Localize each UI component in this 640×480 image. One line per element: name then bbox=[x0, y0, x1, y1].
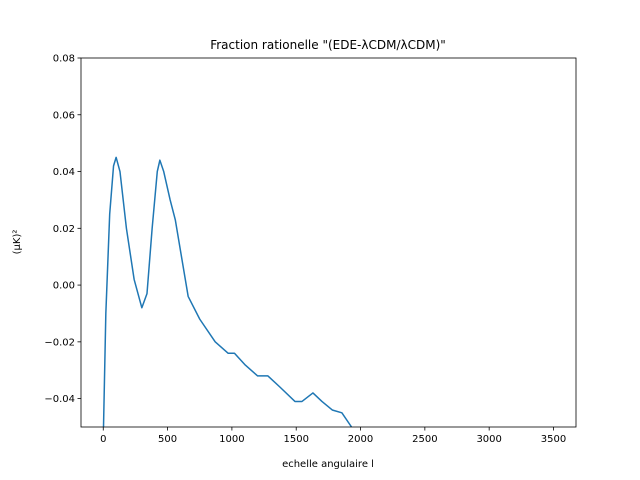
x-tick-label: 3000 bbox=[476, 434, 501, 445]
y-tick-label: 0.02 bbox=[53, 224, 75, 235]
y-tick-label: 0.06 bbox=[53, 110, 75, 121]
chart-title: Fraction rationelle "(EDE-λCDM/λCDM)" bbox=[210, 38, 446, 52]
x-tick-label: 500 bbox=[158, 434, 177, 445]
y-axis-label: (μK)² bbox=[12, 230, 23, 255]
y-tick-label: 0.00 bbox=[53, 281, 75, 292]
y-tick-label: 0.04 bbox=[53, 167, 75, 178]
y-tick-label: −0.04 bbox=[44, 394, 75, 405]
data-line bbox=[102, 156, 353, 427]
x-axis-label: echelle angulaire l bbox=[282, 459, 374, 470]
x-tick-label: 2000 bbox=[348, 434, 373, 445]
x-tick-label: 3500 bbox=[541, 434, 566, 445]
x-tick-label: 1500 bbox=[283, 434, 308, 445]
x-tick-label: 0 bbox=[100, 434, 106, 445]
y-tick-label: −0.02 bbox=[44, 337, 75, 348]
x-tick-label: 1000 bbox=[219, 434, 244, 445]
plot-frame bbox=[80, 57, 577, 428]
x-tick-label: 2500 bbox=[412, 434, 437, 445]
y-tick-label: 0.08 bbox=[53, 54, 75, 65]
